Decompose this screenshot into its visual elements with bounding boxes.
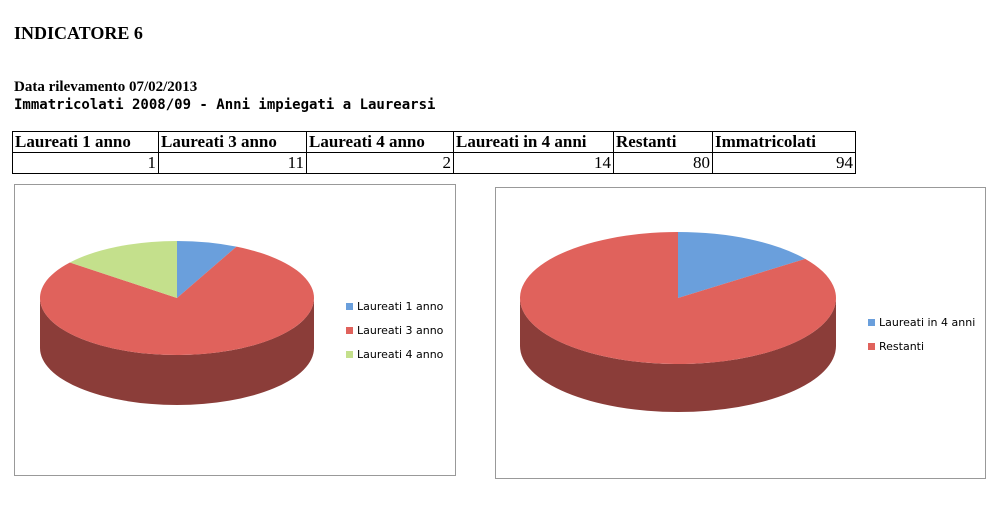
- legend-swatch: [346, 351, 353, 358]
- header-cell: Immatricolati: [712, 131, 856, 153]
- pie-slice: [678, 232, 806, 298]
- cell: 2: [306, 152, 454, 174]
- header-cell: Laureati 1 anno: [12, 131, 159, 153]
- title: INDICATORE 6: [14, 23, 143, 43]
- header-cell: Laureati 3 anno: [158, 131, 307, 153]
- header-cell: Laureati 4 anno: [306, 131, 454, 153]
- legend-label: Laureati 4 anno: [357, 348, 444, 361]
- legend-swatch: [868, 343, 875, 350]
- cell: 11: [158, 152, 307, 174]
- header-cell: Laureati in 4 anni: [453, 131, 614, 153]
- pie-slice: [69, 241, 177, 298]
- legend-swatch: [868, 319, 875, 326]
- legend-label: Laureati 1 anno: [357, 300, 444, 313]
- data-table: Laureati 1 anno Laureati 3 anno Laureati…: [12, 131, 856, 174]
- legend-swatch: [346, 303, 353, 310]
- legend-label: Laureati 3 anno: [357, 324, 444, 337]
- header-row: Laureati 1 anno Laureati 3 anno Laureati…: [12, 131, 856, 153]
- pie-slice: [177, 241, 237, 298]
- pie-slice: [519, 232, 836, 364]
- data-row: 1 11 2 14 80 94: [12, 152, 856, 174]
- chart-frame: [495, 187, 986, 479]
- cell: 94: [712, 152, 856, 174]
- pie-side: [40, 298, 314, 405]
- legend-label: Restanti: [879, 340, 924, 353]
- chart-frame: [14, 184, 456, 476]
- pie-side: [520, 298, 836, 412]
- legend-label: Laureati in 4 anni: [879, 316, 975, 329]
- subtitle: Immatricolati 2008/09 - Anni impiegati a…: [14, 97, 436, 113]
- pie-slice: [40, 246, 315, 356]
- legend-swatch: [346, 327, 353, 334]
- date: Data rilevamento 07/02/2013: [14, 79, 198, 95]
